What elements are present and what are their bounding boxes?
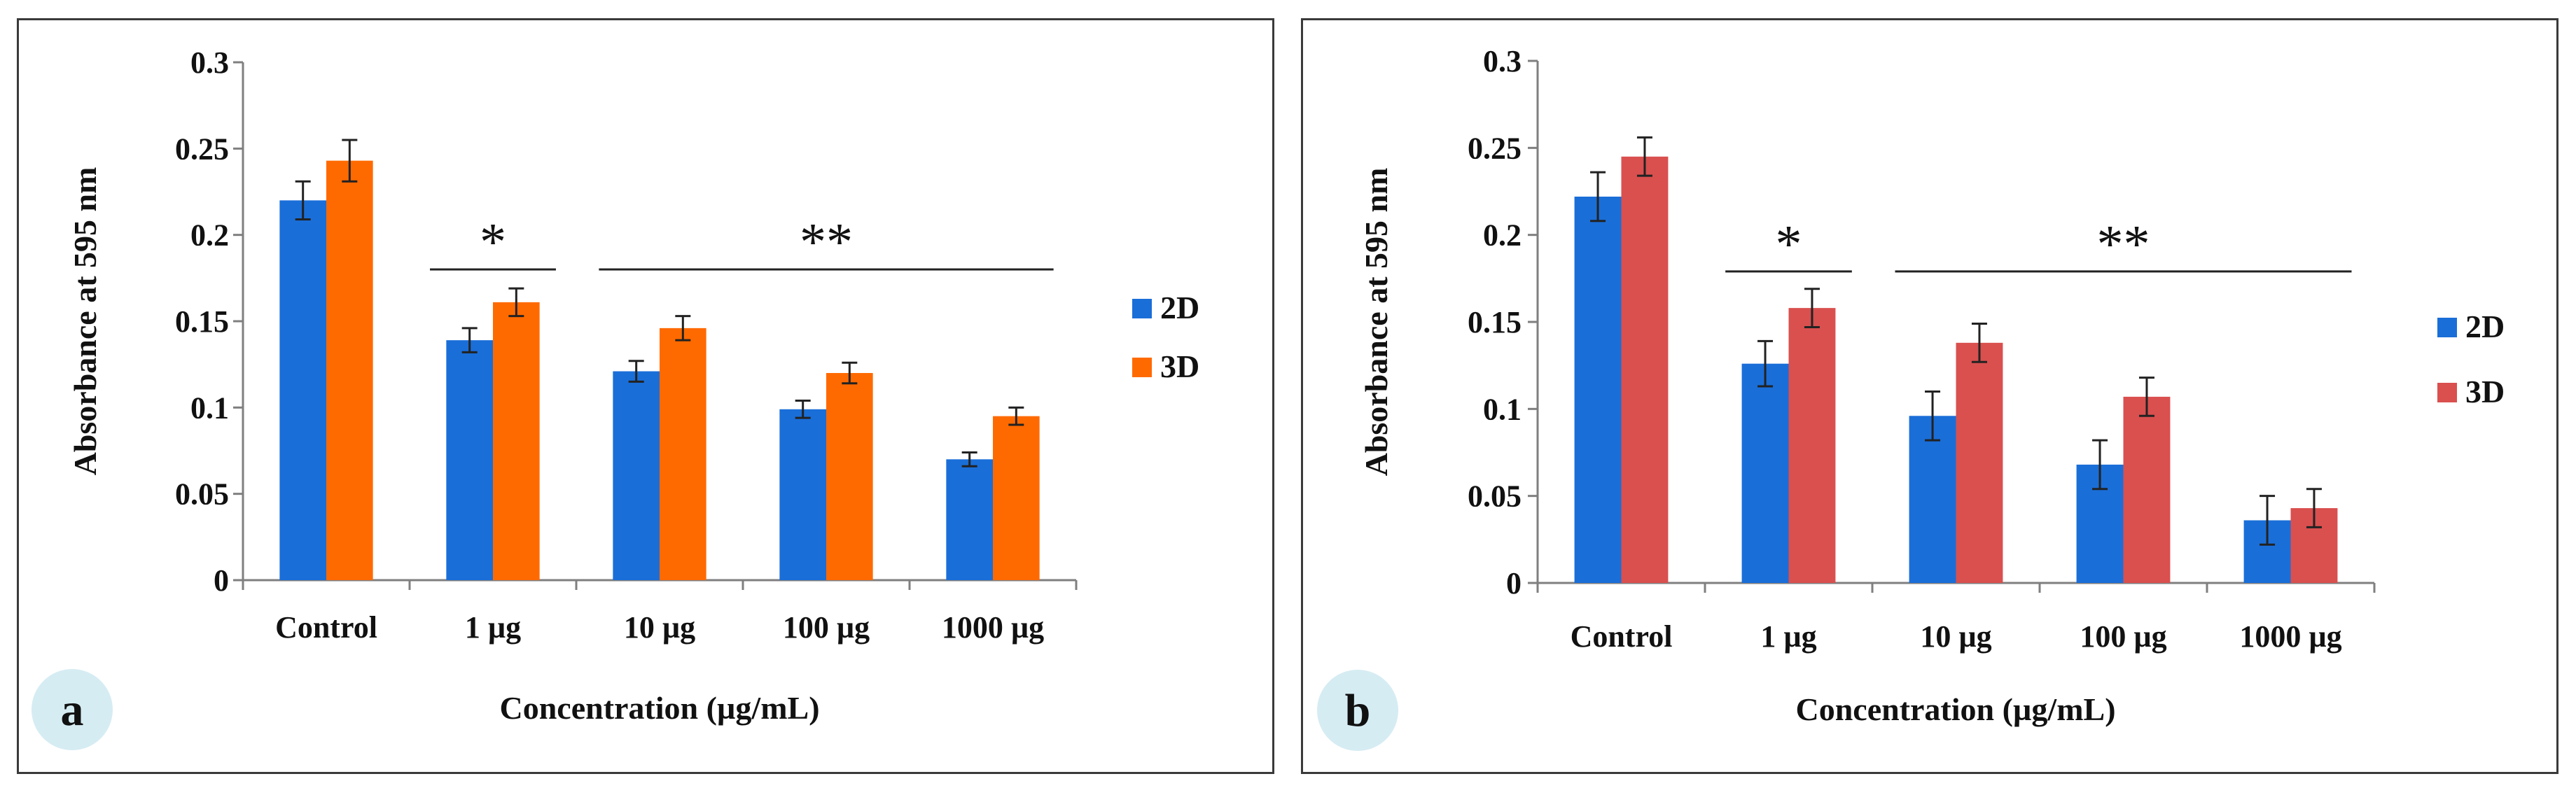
panel-badge-a (32, 669, 113, 750)
y-axis-title: Absorbance at 595 nm (67, 167, 103, 476)
y-tick-label: 0.1 (190, 391, 229, 425)
legend-label-3d: 3D (1160, 349, 1199, 384)
bar-2d-3 (779, 409, 826, 580)
x-tick-label: 100 µg (783, 610, 870, 645)
x-tick-label: Control (275, 610, 377, 645)
significance-label: ** (800, 213, 853, 272)
significance-label: * (480, 213, 506, 272)
bar-2d-4 (946, 459, 993, 580)
legend-label-3d: 3D (2465, 374, 2505, 409)
y-tick-label: 0.3 (1483, 44, 1522, 78)
legend-swatch-2d (2437, 318, 2457, 337)
bar-chart-b: 0 0.05 0.1 0.15 0.2 0.25 0.3 Control 1 µg 10 µg 10… (1317, 44, 2505, 751)
y-tick-label: 0.15 (175, 304, 229, 339)
bar-3d-3 (2123, 396, 2171, 583)
chart-panel-b: 0 0.05 0.1 0.15 0.2 0.25 0.3 Control 1 µg 10 µg 10… (1301, 18, 2558, 774)
bar-2d-0 (279, 200, 326, 580)
y-tick-label: 0.25 (175, 132, 229, 166)
x-tick-label: 1 µg (1760, 619, 1816, 654)
x-axis-title: Concentration (µg/mL) (1795, 691, 2115, 727)
bar-2d-2 (1909, 416, 1956, 583)
bar-3d-0 (1621, 156, 1669, 583)
y-tick-label: 0.2 (1483, 218, 1522, 253)
bar-3d-3 (826, 373, 873, 580)
bar-3d-2 (1956, 342, 2003, 583)
y-tick-label: 0.05 (175, 477, 229, 512)
bar-2d-0 (1574, 196, 1622, 583)
panel-label-b: b (1345, 685, 1371, 736)
y-tick-label: 0.05 (1468, 479, 1522, 514)
x-tick-label: 10 µg (1920, 619, 1991, 654)
legend-label-2d: 2D (2465, 309, 2505, 344)
bar-3d-0 (326, 160, 373, 581)
y-tick-label: 0 (214, 563, 229, 598)
significance-label: * (1776, 215, 1802, 274)
y-axis-title: Absorbance at 595 nm (1358, 168, 1394, 477)
y-tick-label: 0.2 (190, 218, 229, 253)
bar-3d-1 (493, 302, 540, 580)
panel-badge-b (1317, 670, 1398, 751)
x-axis-title: Concentration (µg/mL) (499, 690, 819, 726)
legend-label-2d: 2D (1160, 290, 1199, 325)
x-tick-label: 100 µg (2080, 619, 2166, 654)
significance-label: ** (2097, 215, 2150, 274)
x-tick-label: 1000 µg (942, 610, 1044, 645)
bar-3d-4 (993, 416, 1040, 580)
chart-panel-a: 0 0.05 0.1 0.15 0.2 0.25 0.3 Control 1 µg 10 µg 10… (17, 18, 1274, 774)
legend-swatch-3d (2437, 383, 2457, 402)
panel-label-a: a (61, 684, 84, 736)
x-tick-label: Control (1571, 619, 1673, 654)
bar-3d-1 (1788, 308, 1836, 583)
bar-3d-2 (660, 328, 706, 580)
y-tick-label: 0 (1506, 566, 1522, 600)
bar-2d-1 (1741, 363, 1789, 583)
bar-2d-1 (446, 340, 493, 580)
legend-swatch-2d (1132, 299, 1152, 318)
x-tick-label: 10 µg (624, 610, 695, 645)
x-tick-label: 1 µg (465, 610, 521, 645)
x-tick-label: 1000 µg (2239, 619, 2341, 654)
bar-chart-a: 0 0.05 0.1 0.15 0.2 0.25 0.3 Control 1 µg 10 µg 10… (32, 45, 1199, 750)
legend-swatch-3d (1132, 358, 1152, 377)
y-tick-label: 0.3 (190, 45, 229, 80)
y-tick-label: 0.15 (1468, 305, 1522, 339)
bar-2d-2 (613, 371, 660, 580)
y-tick-label: 0.25 (1468, 131, 1522, 165)
y-tick-label: 0.1 (1483, 392, 1522, 426)
